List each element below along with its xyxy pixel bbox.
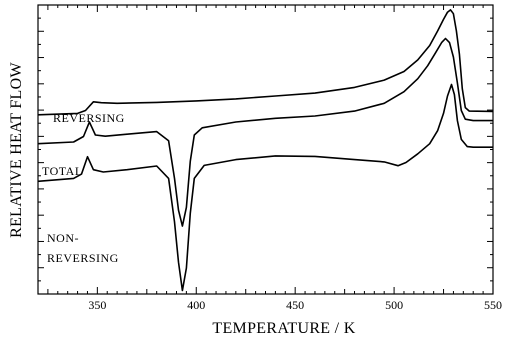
x-tick-label: 550 [484, 298, 502, 312]
x-tick-labels: 350 400 450 500 550 [88, 298, 502, 312]
x-tick-label: 500 [385, 298, 403, 312]
x-tick-label: 400 [187, 298, 205, 312]
series-label-total: TOTAL [42, 164, 83, 178]
series-line-reversing [37, 9, 494, 116]
series-line-total [37, 37, 493, 227]
series-line-non-reversing [37, 83, 493, 292]
series-label-reversing: REVERSING [53, 111, 125, 125]
series-lines [37, 9, 494, 292]
series-label-non-reversing: NON- REVERSING [47, 231, 119, 265]
series-label-non-reversing-line1: NON- [47, 231, 79, 245]
axis-ticks [38, 5, 493, 294]
x-tick-label: 350 [88, 298, 106, 312]
y-axis-title: RELATIVE HEAT FLOW [8, 62, 25, 238]
series-label-non-reversing-line2: REVERSING [47, 251, 119, 265]
x-tick-label: 450 [286, 298, 304, 312]
x-axis-title: TEMPERATURE / K [212, 320, 355, 337]
